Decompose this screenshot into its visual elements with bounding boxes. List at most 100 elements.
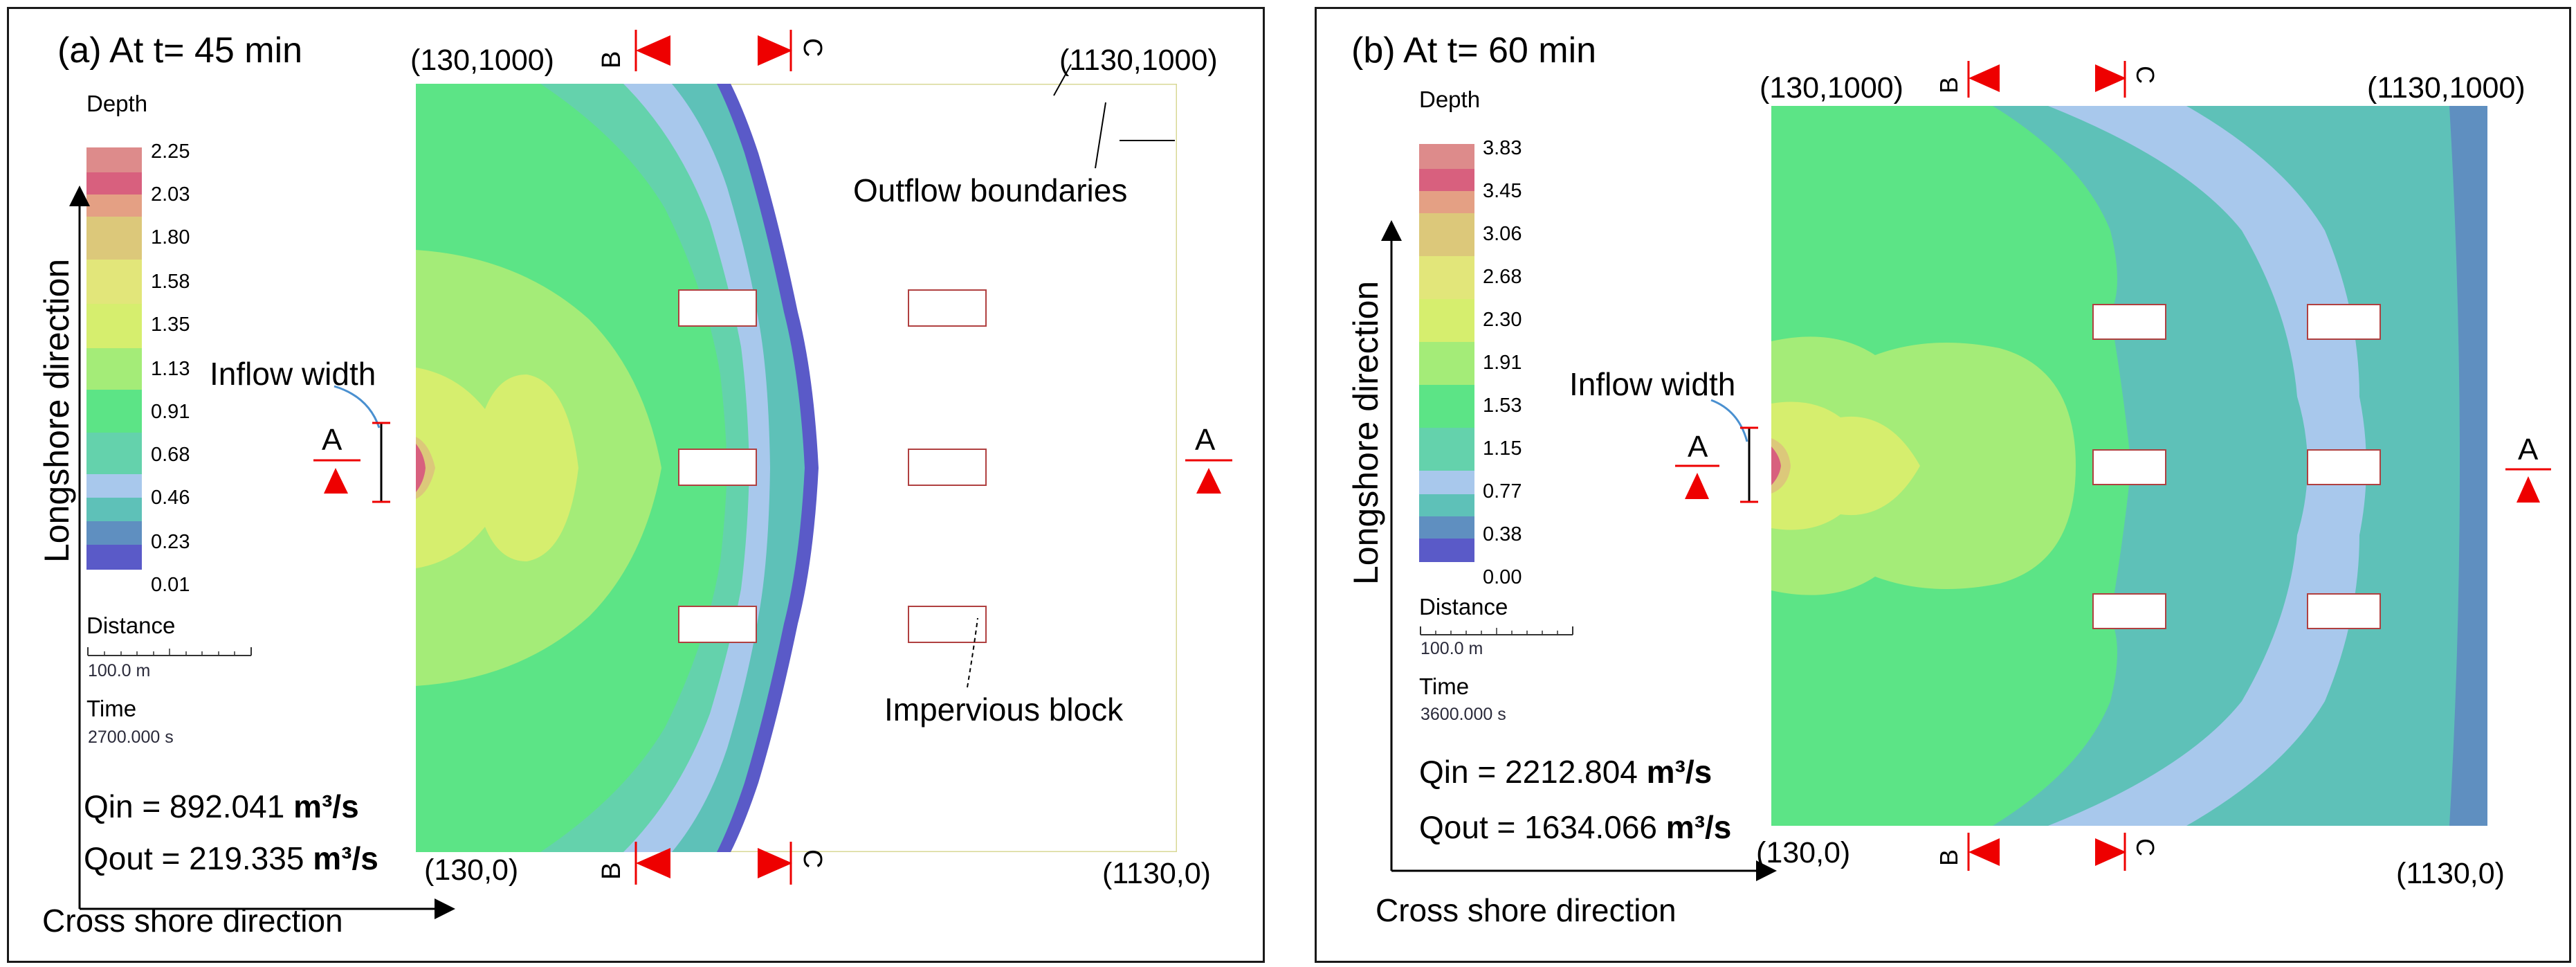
qin-unit: m³/s [293,788,359,824]
impervious-block [678,606,757,643]
scale-label: 100.0 m [88,661,151,680]
contour-band [1771,336,2076,595]
qout-unit: m³/s [1665,809,1732,845]
coord-bottom-right: (1130,0) [1102,857,1211,890]
qout-value: Qout = 219.335 [84,840,304,876]
impervious-block [908,449,987,486]
section-markers [313,30,1232,885]
panel-b: (b) At t= 60 min Depth 3.83 3.45 3.06 2.… [1315,7,2571,963]
inflow-width-label: Inflow width [210,356,376,392]
legend-value: 0.91 [151,401,190,423]
legend-title: Depth [86,91,148,116]
section-a-label: A [2518,433,2539,467]
depth-contour-map [416,84,1177,852]
coord-top-right: (1130,1000) [1059,44,1218,77]
legend-value: 2.68 [1483,266,1522,288]
impervious-block [2092,449,2166,485]
impervious-block [2092,593,2166,629]
time-label: Time [86,696,137,721]
qout-value: Qout = 1634.066 [1419,809,1658,845]
distance-label: Distance [86,613,176,638]
qin-value: Qin = 2212.804 [1419,754,1638,790]
contour-band [416,444,426,492]
depth-colorbar [86,147,142,570]
scale-bar [1420,626,1573,635]
legend-value: 0.23 [151,531,190,553]
contour-band [416,368,578,568]
impervious-block [908,606,987,643]
legend-value: 2.30 [1483,309,1522,331]
inflow-width-label: Inflow width [1569,366,1736,402]
legend-value: 0.46 [151,487,190,509]
impervious-block [2307,304,2381,340]
legend-value: 1.80 [151,226,190,248]
legend-value: 1.53 [1483,395,1522,417]
impervious-block [908,289,987,327]
direction-axes [1381,220,1777,881]
impervious-block [2092,304,2166,340]
legend-value: 1.91 [1483,352,1522,374]
qin-readout: Qin = 2212.804 m³/s [1419,753,1712,790]
contour-band [1771,401,1920,530]
legend-values: 3.83 3.45 3.06 2.68 2.30 1.91 1.53 1.15 … [1483,137,1538,588]
scale-label: 100.0 m [1421,639,1483,658]
section-b-label: B [597,862,626,880]
section-b-label: B [1935,76,1963,93]
impervious-block [2307,449,2381,485]
section-c-label: C [798,38,827,57]
legend-value: 2.03 [151,183,190,206]
legend-value: 1.58 [151,271,190,293]
panel-a: (a) At t= 45 min Depth 2.25 2.03 1.80 1.… [7,7,1265,963]
outflow-boundaries-label: Outflow boundaries [853,172,1128,208]
impervious-block [678,289,757,327]
coord-bottom-left: (130,0) [1756,836,1851,869]
coord-bottom-right: (1130,0) [2396,857,2505,890]
qout-unit: m³/s [313,840,378,876]
legend-value: 3.83 [1483,137,1522,159]
cross-shore-label: Cross shore direction [1376,892,1677,928]
panel-title: (a) At t= 45 min [57,30,303,71]
legend-value: 1.35 [151,314,190,336]
time-value: 2700.000 s [88,727,174,747]
scale-bar [87,647,252,656]
legend-value: 1.15 [1483,437,1522,460]
panel-title: (b) At t= 60 min [1351,30,1597,71]
depth-contour-map [1771,106,2487,826]
impervious-block-label: Impervious block [884,692,1124,727]
legend-value: 1.13 [151,358,190,380]
time-value: 3600.000 s [1421,705,1506,724]
legend-value: 0.68 [151,444,190,466]
section-a-label: A [1195,423,1216,457]
contour-band [2048,106,2366,826]
time-label: Time [1419,674,1470,699]
coord-top-right: (1130,1000) [2367,71,2525,105]
qout-readout: Qout = 219.335 m³/s [84,840,378,877]
coord-bottom-left: (130,0) [424,853,519,887]
legend-title: Depth [1419,87,1481,112]
annotation-leaders [334,64,1175,688]
legend-value: 0.00 [1483,566,1522,588]
contour-band [2449,106,2487,826]
contour-band [1771,446,1781,485]
legend-value: 0.77 [1483,480,1522,503]
depth-colorbar [1419,144,1474,562]
legend-value: 3.06 [1483,223,1522,245]
distance-label: Distance [1419,594,1508,620]
cross-shore-label: Cross shore direction [42,903,343,939]
qout-readout: Qout = 1634.066 m³/s [1419,808,1731,846]
section-b-label: B [1935,849,1963,866]
qin-value: Qin = 892.041 [84,788,285,824]
coord-top-left: (130,1000) [1760,71,1903,105]
legend-value: 0.38 [1483,523,1522,545]
annotation-leaders [1710,399,1758,503]
legend-values: 2.25 2.03 1.80 1.58 1.35 1.13 0.91 0.68 … [151,141,206,597]
section-c-label: C [798,849,827,869]
section-c-label: C [2131,66,2159,84]
section-markers [1675,61,2551,871]
section-b-label: B [597,51,626,69]
coord-top-left: (130,1000) [410,44,554,77]
qin-unit: m³/s [1646,754,1712,790]
qin-readout: Qin = 892.041 m³/s [84,788,359,825]
legend-value: 2.25 [151,141,190,163]
section-c-label: C [2131,838,2159,856]
